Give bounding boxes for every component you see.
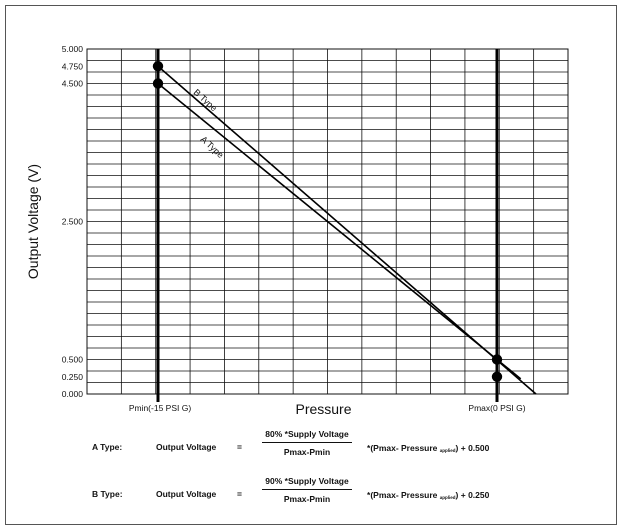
y-tick-label: 4.500 [62,79,84,89]
pressure-limit-lines [156,49,499,402]
formula-a-lhs: Output Voltage [156,442,217,452]
formula-b-rhs: *(Pmax- Pressure applied) + 0.250 [367,490,489,500]
formula-a-paren-close: ) + 0.500 [455,443,490,453]
formula-b-numerator: 90% *Supply Voltage [262,476,352,490]
voltage-pressure-chart: 5.000 4.750 4.500 2.500 0.500 0.250 0.00… [25,44,569,417]
formula-b-subscript: applied [439,495,456,500]
data-point-marker [491,354,503,365]
formula-a-paren-open: (Pmax- Pressure [370,443,438,453]
formula-a-fraction: 80% *Supply Voltage Pmax-Pmin [262,429,352,457]
series-label-b-type: B Type [192,87,219,113]
y-tick-label: 4.750 [62,61,84,71]
data-point-marker [152,78,164,89]
formula-b-label: B Type: [92,489,123,499]
series-lines [157,65,537,395]
formula-b-lhs: Output Voltage [156,489,217,499]
y-tick-label: 2.500 [62,217,84,227]
data-markers [152,61,503,382]
formula-a-denominator: Pmax-Pmin [283,447,331,457]
formula-a-numerator: 80% *Supply Voltage [262,429,352,443]
formula-b-times: * [367,490,371,500]
a-type-line [157,82,522,380]
y-axis-label: Output Voltage (V) [25,164,41,279]
y-tick-label: 0.000 [62,389,84,399]
formula-a-subscript: applied [439,448,456,453]
formula-b-paren-open: (Pmax- Pressure [370,490,438,500]
formula-b-fraction: 90% *Supply Voltage Pmax-Pmin [262,476,352,504]
y-tick-label: 0.500 [62,355,84,365]
y-tick-label: 5.000 [62,44,84,54]
x-tick-label-pmin: Pmin(-15 PSI G) [129,403,192,413]
formula-b-equals: = [237,489,242,499]
formula-a-equals: = [237,442,242,452]
formula-a-rhs: *(Pmax- Pressure applied) + 0.500 [367,443,489,453]
y-tick-label: 0.250 [62,372,84,382]
formula-b-paren-close: ) + 0.250 [455,490,490,500]
formula-a-times: * [367,443,371,453]
formula-b-denominator: Pmax-Pmin [283,494,331,504]
data-point-marker [152,61,164,72]
grid [86,48,569,395]
series-label-a-type: A Type [199,134,226,160]
data-point-marker [491,371,503,382]
x-axis-label: Pressure [295,401,351,417]
formula-a-label: A Type: [92,442,123,452]
x-tick-label-pmax: Pmax(0 PSI G) [468,403,525,413]
